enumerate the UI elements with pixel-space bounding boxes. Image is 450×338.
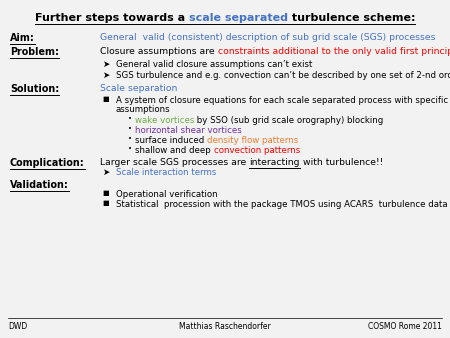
Text: density flow patterns: density flow patterns bbox=[207, 136, 298, 145]
Text: Complication:: Complication: bbox=[10, 158, 85, 168]
Text: General  valid (consistent) description of sub grid scale (SGS) processes: General valid (consistent) description o… bbox=[100, 33, 436, 42]
Text: wake vortices: wake vortices bbox=[135, 116, 194, 125]
Text: •: • bbox=[128, 146, 132, 152]
Text: ■: ■ bbox=[102, 200, 108, 206]
Text: assumptions: assumptions bbox=[116, 105, 171, 114]
Text: Solution:: Solution: bbox=[10, 84, 59, 94]
Text: Scale interaction terms: Scale interaction terms bbox=[116, 168, 216, 177]
Text: shallow and deep: shallow and deep bbox=[135, 146, 213, 155]
Text: scale separated: scale separated bbox=[189, 13, 288, 23]
Text: ■: ■ bbox=[102, 190, 108, 196]
Text: Further steps towards a: Further steps towards a bbox=[35, 13, 189, 23]
Text: by SSO (sub grid scale orography) blocking: by SSO (sub grid scale orography) blocki… bbox=[194, 116, 383, 125]
Text: SGS turbulence and e.g. convection can’t be described by one set of 2-nd order e: SGS turbulence and e.g. convection can’t… bbox=[116, 71, 450, 80]
Text: COSMO Rome 2011: COSMO Rome 2011 bbox=[368, 322, 442, 331]
Text: Larger scale SGS processes are: Larger scale SGS processes are bbox=[100, 158, 249, 167]
Text: Validation:: Validation: bbox=[10, 180, 69, 190]
Text: DWD: DWD bbox=[8, 322, 27, 331]
Text: with turbulence!!: with turbulence!! bbox=[300, 158, 383, 167]
Text: surface induced: surface induced bbox=[135, 136, 207, 145]
Text: •: • bbox=[128, 126, 132, 132]
Text: Statistical  procession with the package TMOS using ACARS  turbulence data: Statistical procession with the package … bbox=[116, 200, 448, 209]
Text: turbulence scheme:: turbulence scheme: bbox=[288, 13, 415, 23]
Text: A system of closure equations for each scale separated process with specific clo: A system of closure equations for each s… bbox=[116, 96, 450, 105]
Text: ➤: ➤ bbox=[102, 71, 109, 80]
Text: Problem:: Problem: bbox=[10, 47, 59, 57]
Text: horizontal shear vortices: horizontal shear vortices bbox=[135, 126, 242, 135]
Text: ➤: ➤ bbox=[102, 60, 109, 69]
Text: Matthias Raschendorfer: Matthias Raschendorfer bbox=[179, 322, 271, 331]
Text: convection patterns: convection patterns bbox=[213, 146, 300, 155]
Text: Closure assumptions are: Closure assumptions are bbox=[100, 47, 218, 56]
Text: Scale separation: Scale separation bbox=[100, 84, 177, 93]
Text: Operational verification: Operational verification bbox=[116, 190, 218, 199]
Text: constraints additional to the only valid first principals: constraints additional to the only valid… bbox=[218, 47, 450, 56]
Text: interacting: interacting bbox=[249, 158, 300, 167]
Text: •: • bbox=[128, 116, 132, 122]
Text: Aim:: Aim: bbox=[10, 33, 35, 43]
Text: ➤: ➤ bbox=[102, 168, 109, 177]
Text: ■: ■ bbox=[102, 96, 108, 102]
Text: General valid closure assumptions can’t exist: General valid closure assumptions can’t … bbox=[116, 60, 312, 69]
Text: •: • bbox=[128, 136, 132, 142]
